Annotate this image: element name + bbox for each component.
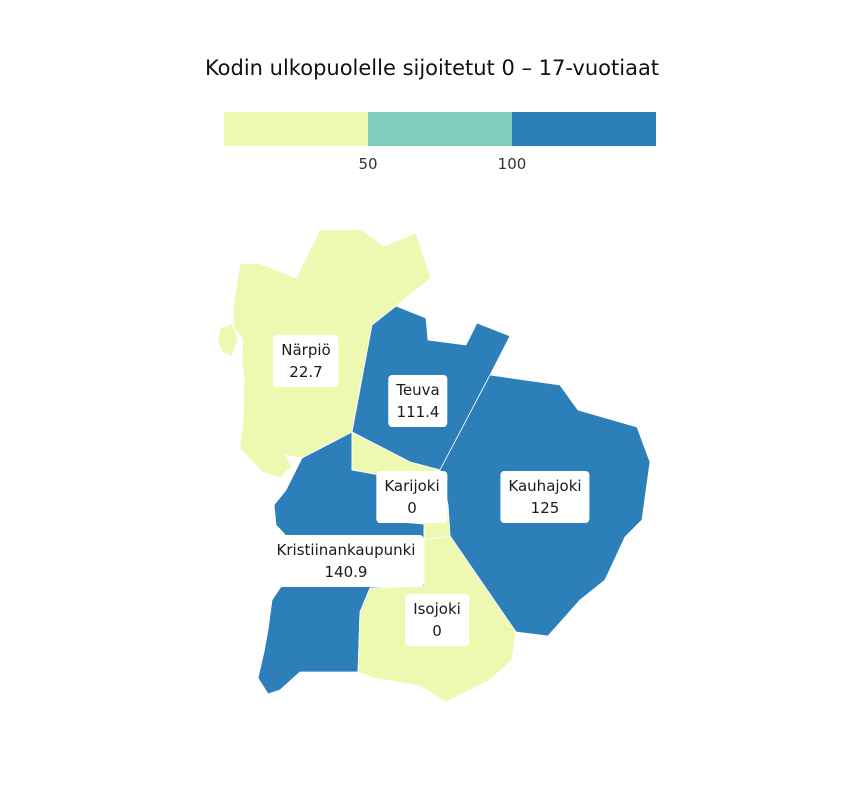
label-teuva: Teuva 111.4 [388,375,448,427]
label-value: 22.7 [289,363,323,381]
label-value: 111.4 [396,403,440,421]
label-name: Kauhajoki [508,477,582,495]
legend-tick-100: 100 [497,155,527,173]
label-name: Karijoki [384,477,440,495]
legend-tick-50: 50 [358,155,378,173]
legend-swatch-low [224,112,368,146]
label-narpio: Närpiö 22.7 [273,335,339,387]
legend-swatch-mid [368,112,512,146]
label-name: Teuva [396,381,440,399]
label-value: 0 [432,622,442,640]
legend-swatch-high [512,112,656,146]
label-name: Kristiinankaupunki [276,541,416,559]
label-karijoki: Karijoki 0 [376,471,448,523]
label-name: Närpiö [281,341,331,359]
label-kristiinankaupunki: Kristiinankaupunki 140.9 [268,535,424,587]
region-narpio-island [217,323,239,357]
label-value: 125 [530,499,560,517]
label-value: 0 [407,499,417,517]
label-name: Isojoki [413,600,461,618]
color-legend [224,112,656,146]
label-kauhajoki: Kauhajoki 125 [500,471,590,523]
label-value: 140.9 [324,563,368,581]
label-isojoki: Isojoki 0 [405,594,469,646]
map-title: Kodin ulkopuolelle sijoitetut 0 – 17-vuo… [204,56,660,80]
